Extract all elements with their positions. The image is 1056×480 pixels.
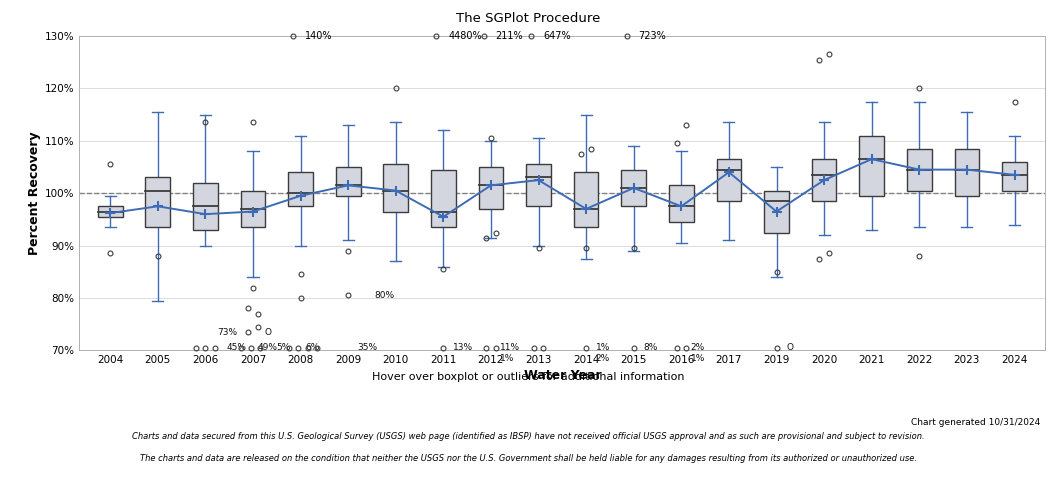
Bar [860,135,884,196]
Text: 11%: 11% [501,343,521,352]
Bar [98,206,122,217]
Bar [336,167,360,196]
Bar [288,172,313,206]
Text: 2%: 2% [691,343,705,352]
Text: The charts and data are released on the condition that neither the USGS nor the : The charts and data are released on the … [139,454,917,463]
Bar [1002,162,1026,191]
Text: 647%: 647% [543,31,571,41]
Bar [526,164,551,206]
Bar [812,159,836,201]
Bar [383,164,408,212]
Bar [478,167,504,209]
Bar [621,169,646,206]
Bar [146,178,170,227]
Text: 5%: 5% [277,343,291,352]
Text: 2%: 2% [596,354,610,363]
Text: 8%: 8% [643,343,658,352]
Bar [955,149,979,196]
Text: 723%: 723% [639,31,666,41]
Text: 1%: 1% [691,354,705,363]
Text: 6%: 6% [305,343,320,352]
Bar [431,169,456,227]
Text: 49%: 49% [258,343,278,352]
Text: 1%: 1% [501,354,515,363]
Text: 13%: 13% [453,343,473,352]
Text: Charts and data secured from this U.S. Geological Survey (USGS) web page (identi: Charts and data secured from this U.S. G… [132,432,924,441]
Text: 73%: 73% [218,327,238,336]
Text: 140%: 140% [305,31,333,41]
Bar [717,159,741,201]
Y-axis label: Percent Recovery: Percent Recovery [27,132,40,255]
Text: The SGPlot Procedure: The SGPlot Procedure [456,12,600,25]
Text: 45%: 45% [227,343,247,352]
Bar [907,149,931,191]
Text: O: O [265,327,271,336]
Text: 80%: 80% [374,291,395,300]
Bar [765,191,789,232]
Text: 211%: 211% [495,31,524,41]
Text: 1%: 1% [596,343,610,352]
Bar [241,191,265,227]
Bar [573,172,599,227]
Text: 35%: 35% [358,343,378,352]
Text: Chart generated 10/31/2024: Chart generated 10/31/2024 [911,418,1040,427]
X-axis label: Water Year: Water Year [524,370,601,383]
Bar [668,185,694,222]
Text: 4480%: 4480% [448,31,482,41]
Text: O: O [786,343,793,352]
Text: Hover over boxplot or outliers for additional information: Hover over boxplot or outliers for addit… [372,372,684,382]
Bar [193,183,218,230]
